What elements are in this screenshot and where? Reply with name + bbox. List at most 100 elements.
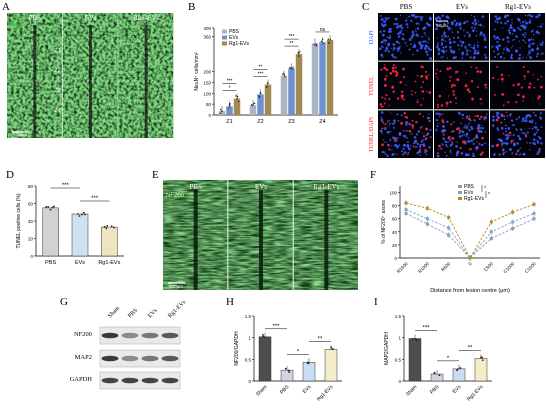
cell-dot	[426, 132, 430, 135]
cell-dot	[528, 45, 531, 48]
blot-strip-2	[99, 371, 181, 390]
cell-dot	[529, 142, 532, 145]
cell-dot	[439, 56, 442, 58]
cell-dot	[525, 116, 528, 120]
cell-dot	[471, 26, 473, 29]
cell-dot	[524, 14, 527, 17]
cell-dot	[428, 91, 432, 94]
y-tick-label: 60	[392, 217, 398, 222]
x-tick-label: C1000	[502, 261, 515, 274]
cell-dot	[502, 104, 505, 107]
cell-dot	[420, 40, 422, 43]
cell-dot	[528, 21, 532, 24]
cell-dot	[453, 19, 456, 22]
bar-2	[302, 362, 316, 382]
cell-dot	[435, 112, 438, 115]
cell-dot	[403, 112, 406, 115]
cell-dot	[528, 49, 531, 52]
cell-dot	[462, 140, 465, 144]
cell-dot	[415, 22, 418, 25]
cell-dot	[537, 25, 539, 28]
cell-dot	[449, 139, 452, 142]
cell-dot	[410, 132, 413, 135]
zone-label-0: Z1	[54, 48, 60, 54]
cell-dot	[481, 15, 485, 18]
column-label-e-2: Rg1-EVs	[313, 183, 339, 191]
data-point	[532, 202, 536, 206]
cell-dot	[400, 29, 403, 32]
cell-dot	[420, 18, 423, 21]
cell-dot	[437, 122, 440, 125]
cell-dot	[407, 151, 410, 154]
cell-dot	[495, 45, 498, 48]
cell-dot	[463, 29, 465, 32]
cell-dot	[523, 35, 526, 38]
bar-z2-0	[249, 105, 257, 115]
data-point	[45, 206, 48, 208]
cell-dot	[511, 152, 514, 155]
cell-dot	[453, 84, 456, 87]
cell-dot	[441, 57, 443, 59]
cell-dot	[520, 147, 522, 149]
cell-dot	[414, 15, 418, 19]
cell-dot	[520, 128, 523, 131]
cell-dot	[416, 151, 420, 155]
cell-dot	[532, 138, 536, 142]
data-point	[284, 76, 286, 78]
cell-dot	[392, 64, 395, 67]
cell-dot	[459, 27, 462, 30]
cell-dot	[521, 20, 525, 24]
cell-dot	[536, 152, 539, 155]
cell-dot	[428, 16, 432, 20]
cell-dot	[532, 111, 535, 114]
cell-dot	[495, 111, 498, 114]
cell-dot	[522, 153, 524, 156]
cell-dot	[508, 74, 510, 77]
cell-dot	[505, 139, 508, 141]
cell-dot	[424, 44, 428, 48]
cell-dot	[455, 144, 458, 148]
legend-swatch	[222, 35, 227, 40]
cell-dot	[384, 49, 387, 53]
x-tick-label: EVs	[452, 384, 463, 395]
cell-dot	[530, 38, 533, 40]
cell-dot	[387, 17, 390, 20]
cell-dot	[437, 103, 439, 106]
cell-dot	[458, 132, 461, 135]
cell-dot	[393, 126, 396, 129]
cell-dot	[478, 24, 480, 26]
cell-dot	[503, 142, 507, 145]
cell-dot	[517, 82, 520, 86]
cell-dot	[480, 103, 483, 105]
cell-dot	[473, 18, 477, 22]
cell-dot	[474, 24, 476, 26]
cell-dot	[445, 15, 449, 19]
cell-dot	[400, 121, 404, 125]
cell-dot	[475, 134, 479, 137]
bar-z1-2	[233, 98, 241, 115]
cell-dot	[509, 114, 512, 117]
cell-dot	[446, 25, 449, 28]
blot-band	[121, 332, 139, 339]
cell-dot	[503, 48, 505, 51]
cell-dot	[533, 33, 535, 36]
cell-dot	[429, 48, 432, 52]
cell-dot	[447, 136, 451, 140]
cell-dot	[447, 141, 449, 144]
column-label-c-1: EVs	[456, 3, 468, 11]
panel-label-d: D	[6, 169, 14, 181]
cell-dot	[406, 17, 408, 19]
cell-dot	[400, 26, 404, 30]
cell-dot	[500, 73, 504, 76]
cell-dot	[383, 102, 386, 105]
cell-dot	[501, 27, 504, 29]
cell-dot	[438, 116, 441, 118]
cell-dot	[476, 141, 478, 143]
cell-dot	[481, 126, 484, 130]
cell-dot	[419, 46, 423, 50]
legend-swatch	[222, 29, 227, 34]
cell-dot	[482, 25, 485, 28]
data-point	[49, 208, 52, 211]
cell-dot	[502, 51, 505, 54]
cell-dot	[458, 22, 462, 26]
